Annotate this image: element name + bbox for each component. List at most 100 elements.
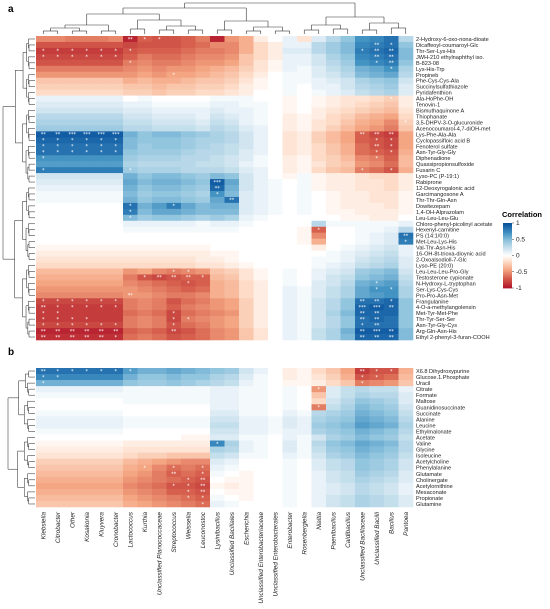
heatmap-cell	[239, 428, 254, 435]
heatmap-cell	[268, 250, 283, 257]
heatmap-cell	[398, 125, 414, 132]
heatmap-cell	[50, 107, 66, 114]
heatmap-cell	[239, 161, 254, 168]
heatmap-cell	[123, 137, 138, 144]
heatmap-cell	[36, 368, 51, 375]
heatmap-cell	[282, 494, 298, 502]
heatmap-cell	[166, 410, 182, 417]
heatmap-cell	[224, 328, 240, 335]
heatmap-cell	[340, 107, 356, 114]
heatmap-cell	[195, 380, 211, 387]
heatmap-cell	[65, 167, 80, 174]
heatmap-cell	[253, 316, 269, 323]
heatmap-cell	[224, 416, 240, 423]
heatmap-cell	[398, 107, 414, 114]
heatmap-cell	[36, 256, 51, 263]
heatmap-cell	[65, 59, 80, 67]
heatmap-cell	[152, 149, 167, 156]
heatmap-cell	[137, 304, 153, 311]
heatmap-cell	[210, 440, 225, 447]
heatmap-cell	[36, 334, 51, 341]
heatmap-cell	[36, 500, 51, 508]
heatmap-cell	[36, 59, 51, 67]
row-label: Lyso-PC (P-19:1)	[416, 174, 459, 180]
heatmap-cell	[36, 41, 51, 49]
heatmap-cell	[181, 458, 196, 465]
heatmap-cell	[94, 36, 109, 43]
heatmap-cell	[94, 322, 109, 329]
heatmap-cell	[398, 416, 414, 423]
heatmap-cell	[384, 380, 399, 387]
heatmap-cell	[384, 440, 399, 447]
heatmap-cell	[123, 286, 138, 293]
significance-mark: *	[71, 323, 74, 329]
heatmap-cell	[94, 440, 109, 447]
heatmap-cell	[166, 185, 182, 192]
heatmap-cell	[152, 322, 167, 329]
row-label: Fusarin C	[416, 168, 440, 174]
heatmap-cell	[239, 422, 254, 429]
heatmap-cell	[340, 65, 356, 73]
heatmap-cell	[152, 374, 167, 381]
significance-mark: **	[41, 329, 47, 335]
heatmap-cell	[36, 47, 51, 55]
heatmap-cell	[181, 83, 196, 90]
heatmap-cell	[224, 238, 240, 245]
heatmap-cell	[398, 292, 414, 299]
legend-swatch	[503, 257, 512, 260]
heatmap-cell	[369, 416, 385, 423]
heatmap-cell	[181, 256, 196, 263]
significance-mark: *	[376, 61, 379, 67]
heatmap-cell	[398, 131, 414, 138]
heatmap-cell	[297, 244, 312, 251]
heatmap-cell	[195, 392, 211, 399]
heatmap-cell	[326, 482, 341, 490]
heatmap-cell	[210, 256, 225, 263]
heatmap-cell	[79, 256, 95, 263]
heatmap-cell	[340, 374, 356, 381]
heatmap-cell	[65, 280, 80, 287]
heatmap-cell	[79, 53, 95, 61]
row-label: Ethylmalonate	[416, 429, 451, 435]
heatmap-cell	[297, 256, 312, 263]
heatmap-cell	[268, 244, 283, 251]
heatmap-cell	[398, 334, 414, 341]
heatmap-cell	[311, 446, 327, 453]
heatmap-cell	[253, 286, 269, 293]
heatmap-cell	[79, 196, 95, 204]
heatmap-cell	[108, 214, 124, 222]
heatmap-cell	[210, 268, 225, 275]
heatmap-cell	[181, 161, 196, 168]
significance-mark: *	[173, 311, 176, 317]
heatmap-cell	[282, 374, 298, 381]
heatmap-cell	[297, 500, 312, 508]
heatmap-cell	[36, 316, 51, 323]
heatmap-cell	[79, 464, 95, 472]
significance-mark: *	[42, 55, 45, 61]
heatmap-cell	[355, 47, 370, 55]
heatmap-cell	[195, 476, 211, 484]
significance-mark: *	[361, 323, 364, 329]
significance-mark: **	[215, 186, 221, 192]
significance-mark: *	[129, 369, 132, 375]
heatmap-cell	[36, 416, 51, 423]
heatmap-cell	[384, 71, 399, 79]
legend-swatch	[503, 277, 512, 279]
heatmap-cell	[210, 208, 225, 216]
heatmap-cell	[239, 476, 254, 484]
heatmap-cell	[137, 458, 153, 465]
heatmap-cell	[268, 398, 283, 405]
significance-mark: *	[42, 299, 45, 305]
heatmap-cell	[224, 137, 240, 144]
heatmap-cell	[181, 196, 196, 204]
heatmap-cell	[384, 328, 399, 335]
heatmap-cell	[282, 410, 298, 417]
heatmap-cell	[369, 101, 385, 108]
heatmap-cell	[253, 41, 269, 49]
significance-mark: *	[361, 49, 364, 55]
heatmap-cell	[50, 464, 66, 472]
heatmap-cell	[123, 89, 138, 96]
heatmap-cell	[108, 386, 124, 393]
significance-mark: **	[374, 317, 380, 323]
heatmap-cell	[384, 494, 399, 502]
